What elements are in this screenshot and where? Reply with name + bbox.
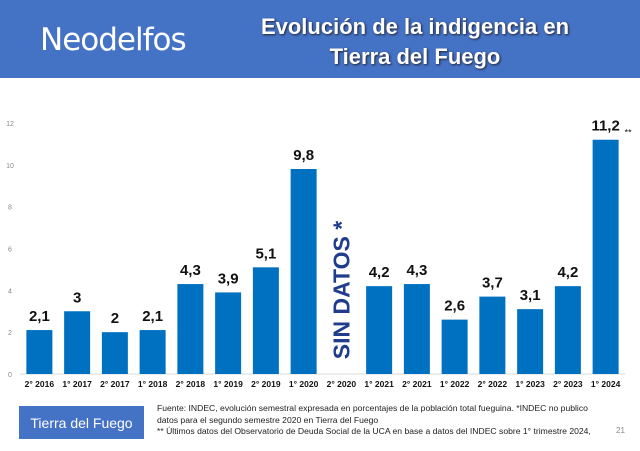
page-number: 21 [616, 426, 625, 435]
data-label: 5,1 [255, 245, 276, 262]
bar [366, 286, 393, 374]
bar [101, 332, 128, 374]
no-data-annotation: SIN DATOS * [328, 221, 354, 359]
x-tick-label: 1° 2020 [289, 379, 319, 389]
brand-name: Neodelfos [40, 22, 187, 58]
footnote-uca: ** Últimos datos del Observatorio de Deu… [157, 426, 591, 436]
x-tick-label: 1° 2022 [440, 379, 470, 389]
x-tick-label: 1° 2024 [591, 379, 621, 389]
legend-series-label: Tierra del Fuego [19, 406, 144, 439]
y-tick-label: 6 [8, 247, 12, 254]
bar [252, 267, 279, 374]
y-tick-label: 2 [8, 330, 12, 337]
data-label: 3,7 [482, 275, 503, 292]
bar [64, 311, 91, 374]
x-tick-label: 2° 2022 [478, 379, 508, 389]
chart-title: Evolución de la indigencia en Tierra del… [225, 12, 605, 72]
y-tick-label: 0 [8, 372, 12, 379]
bar [441, 319, 468, 374]
x-tick-label: 2° 2017 [100, 379, 130, 389]
x-tick-label: 1° 2023 [515, 379, 545, 389]
data-label: 3 [73, 289, 81, 306]
x-tick-label: 2° 2018 [176, 379, 206, 389]
title-line-2: Tierra del Fuego [329, 44, 501, 69]
data-label: 3,1 [520, 287, 541, 304]
bar-chart: 0 2 4 6 8 10 12 2° 2016 2,1 1° 2017 3 2° 2017 2 1° 20… [6, 118, 633, 389]
x-tick-label: 2° 2020 [327, 379, 357, 389]
y-tick-label: 4 [8, 288, 12, 295]
x-tick-label: 1° 2019 [213, 379, 243, 389]
bar [26, 330, 53, 374]
bar [479, 296, 506, 374]
x-tick-label: 1° 2017 [62, 379, 92, 389]
bar [517, 309, 544, 374]
y-tick-label: 12 [6, 121, 14, 128]
bar [290, 169, 317, 374]
bar [403, 284, 430, 374]
data-label: 4,2 [557, 264, 578, 281]
x-tick-label: 2° 2023 [553, 379, 583, 389]
data-label: 2,6 [444, 298, 465, 315]
data-label: 4,3 [406, 262, 427, 279]
data-label: 11,2 [591, 118, 619, 135]
data-label: 2 [111, 310, 119, 327]
y-tick-label: 10 [6, 163, 14, 170]
header-banner: Neodelfos Evolución de la indigencia en … [0, 0, 640, 78]
x-tick-label: 1° 2021 [364, 379, 394, 389]
last-value-marker: ** [625, 128, 633, 138]
data-label: 4,2 [369, 264, 390, 281]
data-label: 4,3 [180, 262, 201, 279]
title-line-1: Evolución de la indigencia en [260, 14, 570, 39]
data-label: 3,9 [218, 270, 239, 287]
footnote: Fuente: INDEC, evolución semestral expre… [157, 403, 609, 438]
x-tick-label: 2° 2019 [251, 379, 281, 389]
y-tick-label: 8 [8, 205, 12, 212]
bar [139, 330, 166, 374]
x-tick-label: 1° 2018 [138, 379, 168, 389]
footnote-source: Fuente: INDEC, evolución semestral expre… [157, 403, 588, 425]
x-tick-label: 2° 2021 [402, 379, 432, 389]
bar [215, 292, 242, 374]
bar [592, 139, 619, 374]
data-label: 2,1 [142, 308, 163, 325]
x-tick-label: 2° 2016 [25, 379, 55, 389]
bar [554, 286, 581, 374]
data-label: 9,8 [293, 147, 314, 164]
bar [177, 284, 204, 374]
data-label: 2,1 [29, 308, 50, 325]
